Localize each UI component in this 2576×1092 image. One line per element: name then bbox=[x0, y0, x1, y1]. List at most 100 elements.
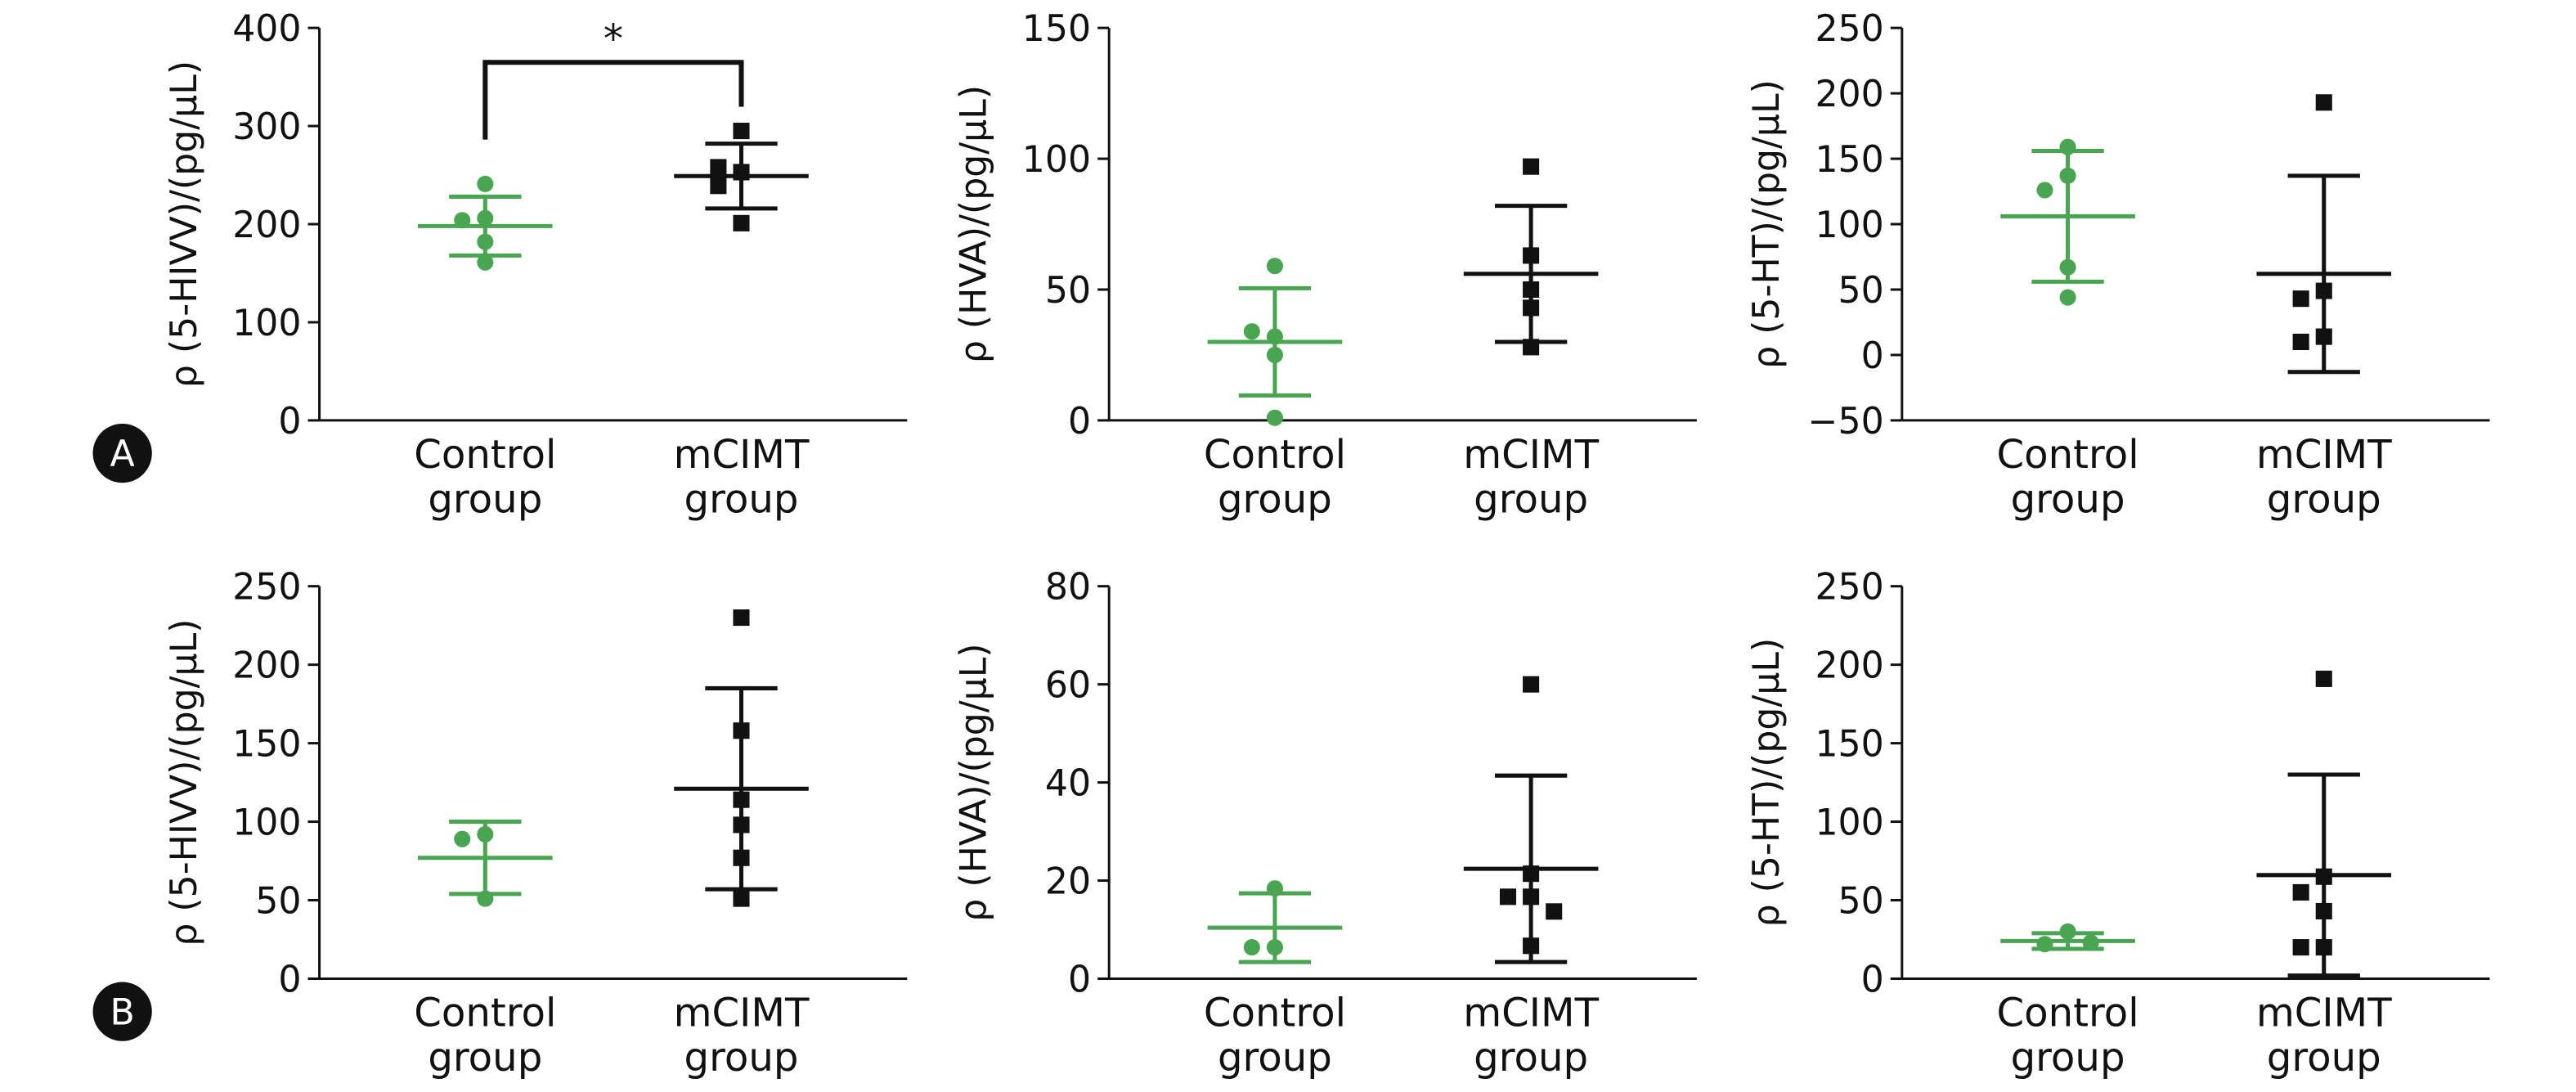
y-tick-label: 0 bbox=[1861, 959, 1884, 1001]
y-tick-label: 250 bbox=[1815, 567, 1883, 609]
data-point bbox=[1523, 676, 1540, 693]
data-point bbox=[733, 214, 750, 231]
y-tick-label: 100 bbox=[1815, 802, 1883, 844]
data-point bbox=[1546, 903, 1563, 920]
category-label-box: mCIMT group bbox=[673, 433, 810, 523]
y-tick-label: 50 bbox=[1838, 270, 1884, 312]
y-tick-label: 200 bbox=[1815, 74, 1883, 115]
data-point bbox=[1523, 158, 1540, 175]
y-axis-label: ρ (5-HIVV)/(pg/μL) bbox=[164, 61, 205, 388]
y-tick-label: 100 bbox=[1022, 139, 1091, 181]
data-point bbox=[1266, 939, 1283, 956]
data-point bbox=[477, 209, 494, 227]
data-point bbox=[710, 178, 727, 195]
y-tick-label: 100 bbox=[232, 802, 301, 844]
y-tick-label: 0 bbox=[1861, 335, 1884, 377]
y-tick-label: 250 bbox=[232, 567, 301, 609]
x-tick-label: Control group bbox=[414, 991, 557, 1081]
y-tick-label: 400 bbox=[232, 8, 301, 50]
y-tick-label: 40 bbox=[1045, 763, 1091, 805]
panel: 0 50 100 150 200 250 ρ (5-HT)/(pg/μL) Control g… bbox=[1746, 567, 2490, 1081]
category-label-box: Control group bbox=[1203, 433, 1347, 523]
x-tick-label: Control group bbox=[1203, 433, 1347, 523]
data-point bbox=[710, 159, 727, 176]
data-point bbox=[1266, 409, 1283, 426]
data-point bbox=[1243, 939, 1260, 956]
data-point bbox=[2315, 868, 2332, 885]
category-label-box: mCIMT group bbox=[1463, 434, 1599, 521]
x-tick-label: mCIMT group bbox=[1463, 991, 1600, 1081]
data-point bbox=[2082, 934, 2099, 951]
data-point bbox=[2315, 939, 2332, 956]
category-label-box: Control group bbox=[1204, 992, 1346, 1080]
data-point bbox=[1523, 299, 1540, 317]
y-tick-label: 200 bbox=[232, 645, 301, 687]
data-point bbox=[2315, 328, 2332, 345]
panel: 0 50 100 150 ρ (HVA)/(pg/μL) Control group mCI… bbox=[954, 8, 1697, 523]
data-point bbox=[1266, 328, 1283, 345]
data-point bbox=[1523, 865, 1540, 883]
data-point bbox=[454, 830, 471, 847]
x-tick-label: mCIMT group bbox=[2255, 433, 2392, 523]
y-tick-label: 0 bbox=[278, 959, 301, 1001]
y-tick-label: −50 bbox=[1808, 401, 1884, 443]
panel-label: B bbox=[110, 992, 135, 1034]
data-point bbox=[454, 212, 471, 229]
category-label-box: Control group bbox=[414, 991, 557, 1081]
data-point bbox=[2315, 670, 2332, 687]
data-point bbox=[1523, 937, 1540, 955]
y-tick-label: 150 bbox=[1815, 724, 1883, 766]
data-point bbox=[733, 816, 750, 834]
data-point bbox=[477, 825, 494, 843]
y-tick-label: 80 bbox=[1045, 567, 1091, 609]
y-tick-label: 50 bbox=[255, 881, 301, 923]
data-point bbox=[1523, 281, 1540, 299]
data-point bbox=[1499, 888, 1517, 906]
y-axis-label: ρ (HVA)/(pg/μL) bbox=[954, 85, 995, 363]
data-point bbox=[2036, 936, 2053, 953]
y-tick-label: 200 bbox=[1815, 645, 1883, 687]
panel-badge bbox=[92, 982, 152, 1041]
x-tick-label: Control group bbox=[414, 433, 557, 523]
panel: −50 0 50 100 150 200 250 ρ (5-HT)/(pg/μL) Contro… bbox=[1746, 8, 2490, 523]
category-label-box: mCIMT group bbox=[1463, 991, 1600, 1081]
y-tick-label: 50 bbox=[1838, 881, 1884, 923]
data-point bbox=[2059, 138, 2076, 155]
data-point bbox=[2292, 883, 2309, 901]
panel: 0 50 100 150 200 250 ρ (5-HIVV)/(pg/μL) Control… bbox=[92, 567, 908, 1081]
x-tick-label: mCIMT group bbox=[673, 433, 810, 523]
x-tick-label: mCIMT group bbox=[673, 991, 810, 1081]
y-tick-label: 300 bbox=[232, 106, 301, 148]
data-point bbox=[1243, 323, 1260, 340]
data-point bbox=[2315, 282, 2332, 299]
y-tick-label: 150 bbox=[232, 724, 301, 766]
y-tick-label: 20 bbox=[1045, 861, 1091, 903]
data-point bbox=[2059, 258, 2076, 276]
x-tick-label: mCIMT group bbox=[2255, 991, 2392, 1081]
category-label-box: Control group bbox=[1996, 992, 2138, 1080]
y-tick-label: 200 bbox=[232, 204, 301, 246]
data-point bbox=[2059, 289, 2076, 306]
y-tick-label: 150 bbox=[1022, 8, 1091, 50]
category-label-box: Control group bbox=[1996, 433, 2139, 523]
data-point bbox=[733, 123, 750, 140]
y-tick-label: 60 bbox=[1045, 665, 1091, 707]
y-tick-label: 0 bbox=[1068, 959, 1091, 1001]
y-axis-label: ρ (5-HIVV)/(pg/μL) bbox=[164, 619, 205, 946]
data-point bbox=[477, 890, 494, 907]
data-point bbox=[1266, 346, 1283, 363]
x-tick-label: Control group bbox=[1996, 433, 2139, 523]
data-point bbox=[1266, 880, 1283, 897]
y-tick-label: 150 bbox=[1815, 139, 1883, 181]
data-point bbox=[2292, 939, 2309, 956]
data-point bbox=[477, 175, 494, 192]
data-point bbox=[733, 791, 750, 808]
data-point bbox=[477, 233, 494, 250]
data-point bbox=[2059, 923, 2076, 940]
panel-badge bbox=[92, 423, 152, 483]
panel-label: A bbox=[110, 434, 135, 475]
data-point bbox=[1523, 247, 1540, 264]
data-point bbox=[2315, 94, 2332, 111]
data-point bbox=[2292, 290, 2309, 308]
category-label-box: mCIMT group bbox=[2255, 991, 2392, 1081]
